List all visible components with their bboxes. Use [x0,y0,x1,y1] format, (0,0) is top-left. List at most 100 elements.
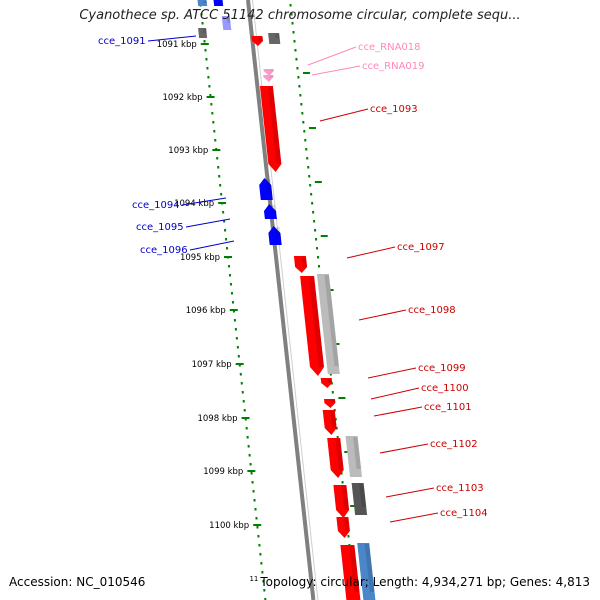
gene-cce_1093-shade [268,87,282,164]
gene-leader-cce_1095 [185,218,231,228]
gene-cce_1096 [268,226,282,245]
gene-cce_1098-grey [316,274,340,374]
gene-leader-cce_1096 [189,240,235,251]
gene-cce_1102-shade [335,439,344,470]
gene-pale-blue-top [221,16,232,30]
gene-red-small-top [251,36,263,46]
gene-label-cce_RNA018: cce_RNA018 [358,42,421,53]
gene-red-bottom-shade [349,546,360,592]
gene-leader-cce_1099 [367,367,417,379]
gene-leader-cce_1101 [373,406,423,417]
gene-label-cce_1098: cce_1098 [408,305,456,316]
gene-grey-top-shade [203,29,207,33]
gene-cce_1103-grey-shade [359,484,367,507]
gene-cce_1104-shade [343,518,350,531]
gene-cce_RNA018 [263,69,274,76]
gene-cce_1103-shade [341,486,350,510]
gene-cce_1091-blue-shade [203,1,207,3]
gene-leader-cce_1104 [389,512,439,523]
kbp-tick-label: 1096 kbp [186,306,226,316]
label-layer: cce_1091 cce_1094 cce_1095 cce_1096 cce_RNA0… [98,35,488,523]
accession-label: Accession: NC_010546 [9,575,146,589]
summary-label: 11 Topology: circular; Length: 4,934,271 … [249,575,590,589]
gene-label-cce_1097: cce_1097 [397,242,445,253]
gene-cce_1099-shade [327,379,333,383]
kbp-tick-label: 1094 kbp [174,199,214,209]
gene-blue-bottom [357,543,376,600]
gene-leader-cce_1103 [385,487,435,498]
kbp-tick-label: 1097 kbp [192,360,232,370]
gene-leader-cce_1097 [346,246,396,259]
gene-cce_1098 [300,276,324,376]
gene-cce_RNA019-shade [269,76,274,77]
gene-cce_1102-grey-shade [353,437,362,469]
summary-index: 11 [249,575,259,583]
gene-cce_1095-shade [270,205,277,212]
gene-blue-top-shade [219,1,223,3]
gene-cce_1103 [333,485,350,518]
gene-cce_1095 [264,204,277,219]
summary-text: Topology: circular; Length: 4,934,271 bp… [260,575,590,589]
gene-cce_1094-shade [265,179,272,193]
gene-grey-top [198,28,208,38]
gene-label-cce_1096: cce_1096 [140,245,188,256]
gene-cce_1097 [293,256,308,273]
gene-label-cce_1093: cce_1093 [370,104,418,115]
gene-red-bottom [340,545,361,600]
gene-cce_1093 [259,86,282,172]
gene-cce_1091-blue [197,0,208,6]
gene-cce_1094 [259,178,273,200]
tick-layer: 1091 kbp 1092 kbp 1093 kbp 1094 kbp 1095 kbp… [157,3,358,600]
gene-leader-cce_1093 [319,108,369,122]
gene-cce_1099 [320,378,333,388]
kbp-tick-label: 1098 kbp [197,414,237,424]
gene-blue-top [213,0,224,6]
gene-cce_1102 [327,438,344,478]
gene-layer [197,0,376,600]
gene-cce_1100-shade [330,400,336,403]
gene-label-cce_RNA019: cce_RNA019 [362,61,425,72]
gene-label-cce_1101: cce_1101 [424,402,472,413]
gene-label-cce_1099: cce_1099 [418,363,466,374]
gene-leader-cce_RNA018 [307,46,357,66]
gene-cce_1098-shade [308,277,324,367]
gene-red-small-top-shade [258,37,263,41]
kbp-tick-label: 1091 kbp [157,40,197,50]
kbp-tick-label: 1092 kbp [163,93,203,103]
map-title: Cyanothece sp. ATCC 51142 chromosome cir… [79,8,521,23]
gene-leader-cce_RNA019 [311,65,361,76]
gene-cce_1096-shade [275,227,281,238]
gene-cce_1103-grey [351,483,368,515]
gene-label-cce_1095: cce_1095 [136,222,184,233]
gene-leader-cce_1098 [358,309,407,321]
backbone-line [246,0,316,600]
gene-label-cce_1091: cce_1091 [98,36,146,47]
gene-grey-small-top-shade [275,34,280,39]
gene-leader-cce_1094 [181,197,227,206]
kbp-tick-label: 1095 kbp [180,253,220,263]
gene-cce_1104 [336,517,350,538]
gene-label-cce_1104: cce_1104 [440,508,488,519]
gene-leader-cce_1100 [370,387,420,400]
gene-cce_1097-shade [301,257,308,267]
gene-cce_RNA018-shade [269,70,274,71]
gene-cce_1102-grey [345,436,362,477]
gene-leader-cce_1091 [147,35,197,42]
gene-grey-small-top [268,33,281,44]
gene-cce_RNA019 [263,75,274,82]
gene-cce_1100 [324,399,336,408]
kbp-tick-label: 1100 kbp [209,521,249,531]
gene-cce_1098-grey-shade [324,275,339,366]
gene-label-cce_1100: cce_1100 [421,383,469,394]
gene-blue-bottom-shade [364,544,375,592]
kbp-tick-label: 1099 kbp [203,467,243,477]
gene-cce_1101 [322,410,337,435]
kbp-tick-label: 1093 kbp [168,146,208,156]
gene-cce_1101-shade [330,411,337,428]
gene-label-cce_1103: cce_1103 [436,483,484,494]
gene-label-cce_1094: cce_1094 [132,200,180,211]
gene-pale-blue-top-shade [226,17,231,23]
gene-leader-cce_1102 [379,443,429,454]
